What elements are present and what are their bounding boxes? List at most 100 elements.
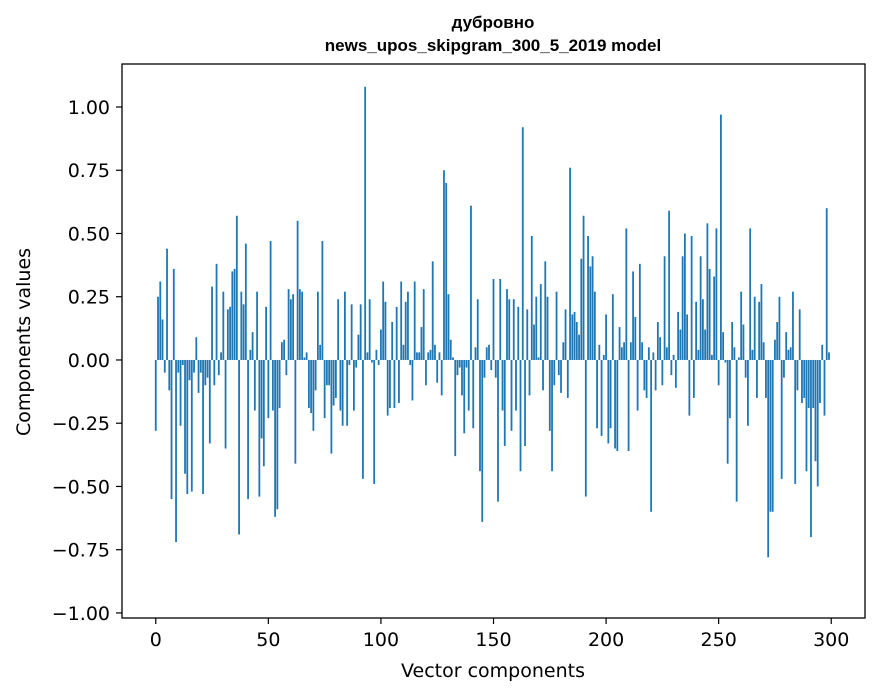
bar-1 [157, 296, 159, 360]
bar-255 [729, 359, 731, 419]
bar-9 [175, 359, 177, 543]
bar-131 [449, 339, 452, 360]
bar-33 [229, 306, 231, 360]
bar-158 [510, 359, 513, 431]
bar-257 [733, 347, 736, 360]
bar-21 [202, 359, 204, 495]
bar-108 [398, 359, 400, 403]
bar-178 [555, 291, 558, 360]
bar-163 [521, 127, 524, 360]
bar-164 [524, 359, 526, 446]
bar-274 [771, 359, 774, 512]
bar-46 [258, 359, 261, 497]
bar-116 [416, 352, 418, 360]
bar-238 [690, 236, 693, 360]
bar-229 [670, 359, 673, 376]
bar-124 [434, 344, 436, 360]
bar-47 [260, 359, 263, 439]
bar-23 [206, 359, 209, 378]
bar-101 [382, 281, 385, 360]
bar-242 [699, 256, 702, 360]
bar-64 [298, 289, 301, 360]
bar-236 [686, 314, 689, 360]
bar-247 [711, 354, 713, 360]
bar-299 [828, 352, 830, 360]
bar-207 [620, 347, 623, 360]
bar-200 [605, 314, 607, 360]
bar-98 [375, 349, 378, 360]
bar-209 [625, 228, 628, 360]
ticks-group: 0 50 100 150 200 250 300 −1.00 −0.75 −0.50 −0.25 0.… [52, 97, 850, 651]
bar-288 [803, 359, 806, 398]
bar-115 [413, 281, 416, 360]
bar-132 [452, 357, 454, 360]
x-tick-label: 50 [256, 629, 280, 651]
bar-277 [778, 296, 781, 360]
bar-13 [184, 359, 186, 474]
y-axis-label: Components values [13, 248, 35, 436]
bar-171 [539, 284, 542, 360]
y-tick-label: 0.75 [68, 160, 110, 182]
bar-162 [519, 359, 522, 472]
bar-150 [492, 279, 495, 360]
bar-59 [287, 289, 290, 360]
bar-263 [747, 359, 749, 426]
bar-297 [823, 359, 826, 416]
bar-85 [346, 359, 349, 426]
bar-252 [722, 332, 725, 360]
bar-123 [431, 261, 434, 360]
bar-264 [749, 228, 752, 360]
bar-251 [720, 114, 722, 360]
bar-153 [499, 279, 502, 360]
bar-135 [458, 359, 461, 368]
bar-126 [438, 352, 441, 360]
bar-105 [391, 322, 394, 360]
bar-186 [573, 311, 576, 360]
bar-202 [609, 359, 612, 429]
bar-245 [706, 223, 709, 360]
chart-title-line2: news_upos_skipgram_300_5_2019 model [325, 36, 661, 55]
bar-177 [553, 359, 556, 386]
bar-114 [411, 359, 414, 401]
bar-6 [168, 359, 171, 391]
bar-121 [427, 352, 430, 360]
bar-81 [337, 299, 340, 360]
bar-77 [328, 359, 331, 386]
bar-155 [503, 359, 506, 446]
bar-227 [665, 347, 668, 360]
bar-194 [591, 256, 594, 360]
bar-50 [267, 359, 270, 419]
bar-31 [224, 359, 227, 449]
bar-61 [292, 294, 295, 360]
bar-289 [805, 359, 808, 472]
bar-219 [647, 347, 650, 360]
bar-93 [364, 86, 367, 360]
bar-42 [249, 349, 252, 360]
bar-285 [796, 359, 799, 391]
bar-201 [607, 359, 610, 444]
bar-198 [600, 359, 603, 436]
bar-43 [251, 332, 254, 360]
bar-192 [587, 236, 589, 360]
bar-60 [289, 299, 292, 360]
x-tick-label: 150 [475, 629, 511, 651]
bar-26 [213, 359, 216, 386]
bar-102 [384, 301, 387, 360]
bar-125 [436, 359, 439, 383]
bar-249 [715, 228, 718, 360]
bar-215 [638, 263, 641, 360]
bar-29 [220, 352, 222, 360]
bar-66 [303, 357, 306, 360]
bar-134 [456, 359, 459, 376]
bar-154 [501, 359, 504, 411]
bar-136 [461, 359, 463, 396]
bar-187 [575, 322, 578, 360]
bar-38 [240, 291, 243, 360]
bar-95 [368, 299, 371, 360]
bar-199 [602, 354, 605, 360]
bar-90 [357, 334, 360, 360]
bar-106 [393, 359, 396, 409]
bar-89 [355, 359, 358, 368]
bar-96 [371, 359, 373, 363]
bar-250 [717, 359, 720, 386]
